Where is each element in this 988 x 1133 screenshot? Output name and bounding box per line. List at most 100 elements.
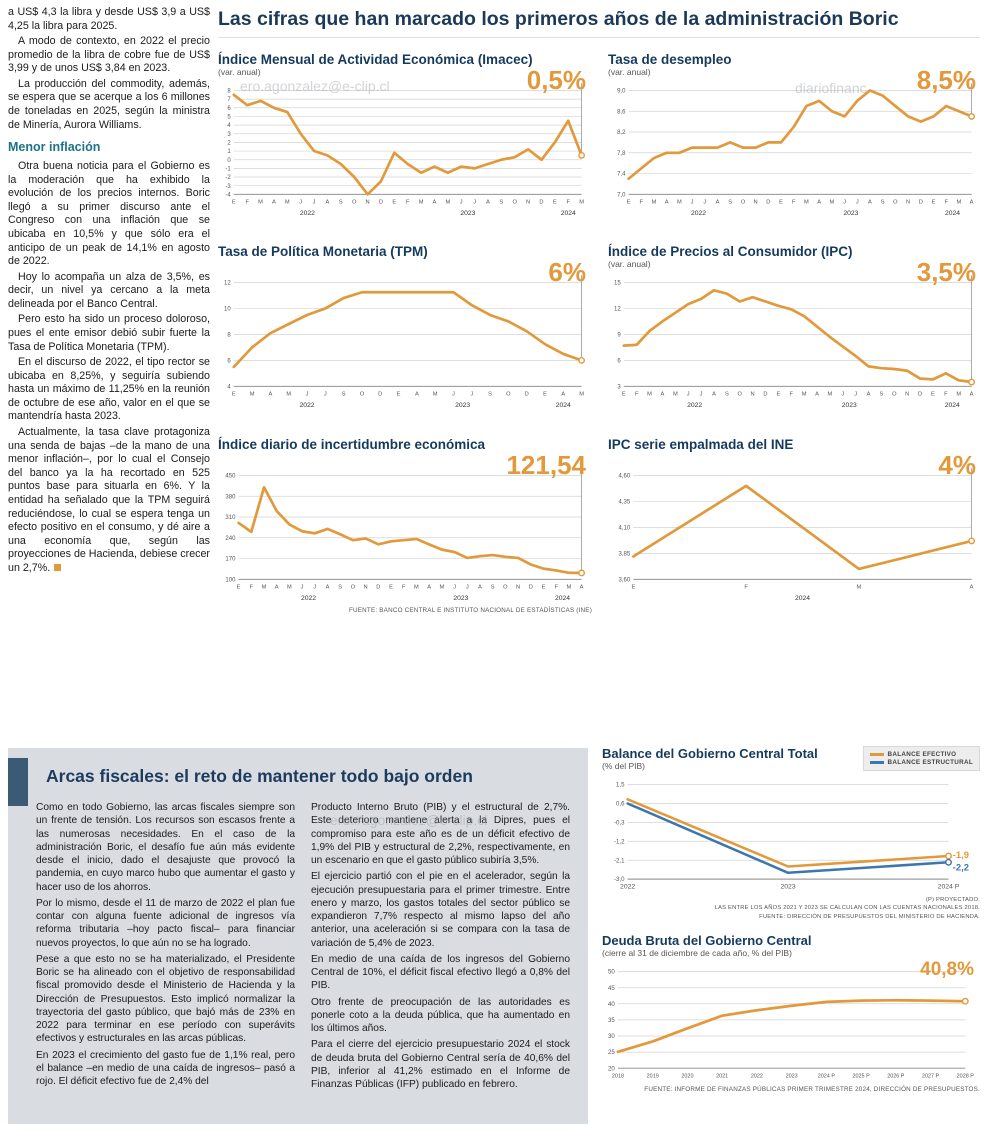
fiscal-paragraph: En medio de una caída de los ingresos de… [311, 953, 570, 992]
svg-text:-0,3: -0,3 [614, 819, 625, 826]
svg-text:-1: -1 [225, 166, 231, 172]
svg-text:J: J [687, 392, 690, 398]
svg-text:S: S [338, 584, 342, 590]
svg-text:E: E [776, 392, 780, 398]
chart-desempleo: Tasa de desempleo (var. anual) 8,5% 9,0 8… [608, 52, 982, 220]
svg-text:7,8: 7,8 [617, 151, 626, 157]
svg-text:M: M [956, 392, 961, 398]
svg-text:M: M [647, 392, 652, 398]
legend-item-estructural: BALANCE ESTRUCTURAL [869, 759, 973, 766]
svg-text:A: A [661, 392, 665, 398]
svg-text:A: A [970, 392, 974, 398]
fiscal-columns: Como en todo Gobierno, las arcas fiscale… [36, 801, 570, 1094]
svg-text:M: M [262, 584, 267, 590]
fiscal-paragraph: Por lo mismo, desde el 11 de marzo de 20… [36, 897, 295, 949]
svg-text:O: O [506, 392, 511, 398]
svg-text:-1,2: -1,2 [614, 838, 625, 845]
svg-text:15: 15 [614, 281, 621, 287]
article-paragraph: Actualmente, la tasa clave protagoniza u… [8, 426, 210, 574]
svg-text:O: O [738, 392, 743, 398]
svg-text:1: 1 [227, 149, 231, 155]
svg-text:D: D [525, 392, 529, 398]
chart-source: FUENTE: BANCO CENTRAL E INSTITUTO NACION… [348, 606, 592, 614]
svg-text:J: J [703, 200, 706, 206]
svg-text:2024: 2024 [555, 595, 570, 602]
svg-text:A: A [970, 200, 974, 206]
svg-text:F: F [944, 200, 948, 206]
chart-big-value: 6% [548, 257, 586, 288]
svg-text:M: M [286, 392, 291, 398]
svg-text:N: N [751, 392, 755, 398]
svg-text:J: J [299, 200, 302, 206]
article-paragraphs-top: a US$ 4,3 la libra y desde US$ 3,9 a US$… [8, 6, 210, 132]
chart-title: Tasa de desempleo [608, 52, 732, 67]
svg-text:M: M [285, 200, 290, 206]
svg-text:A: A [716, 200, 720, 206]
svg-text:O: O [360, 392, 365, 398]
svg-text:J: J [691, 200, 694, 206]
svg-text:J: J [313, 584, 316, 590]
chart-title: Tasa de Política Monetaria (TPM) [218, 244, 428, 260]
svg-text:-2: -2 [225, 175, 231, 181]
chart-big-value: 121,54 [506, 449, 586, 480]
svg-text:F: F [640, 200, 644, 206]
svg-text:J: J [843, 200, 846, 206]
legend-swatch-efectivo [869, 753, 884, 756]
svg-text:40: 40 [608, 1001, 615, 1008]
chart-ipc-ine: IPC serie empalmada del INE 4% 4,60 4,35 4… [608, 437, 982, 614]
svg-text:4,60: 4,60 [619, 473, 631, 479]
svg-text:F: F [792, 200, 796, 206]
chart-footnotes: (P) PROYECTADO. LAS ENTRE LOS AÑOS 2021 Y… [602, 896, 980, 921]
svg-text:2027 P: 2027 P [922, 1074, 940, 1080]
article-paragraph: A modo de contexto, en 2022 el precio pr… [8, 35, 210, 75]
svg-text:A: A [486, 200, 490, 206]
svg-text:N: N [526, 200, 530, 206]
fiscal-headline: Arcas fiscales: el reto de mantener todo… [46, 766, 473, 786]
svg-text:2024 P: 2024 P [938, 884, 960, 891]
svg-text:A: A [478, 584, 482, 590]
fiscal-section: Arcas fiscales: el reto de mantener todo… [8, 748, 588, 1124]
chart-big-value: 8,5% [916, 65, 976, 95]
svg-text:J: J [473, 200, 476, 206]
chart-imacec: Índice Mensual de Actividad Económica (I… [218, 52, 592, 220]
svg-text:E: E [237, 584, 241, 590]
svg-text:2020: 2020 [681, 1074, 693, 1080]
bottom-right-charts: BALANCE EFECTIVO BALANCE ESTRUCTURAL Bal… [602, 746, 980, 1093]
svg-text:-2,1: -2,1 [614, 857, 625, 864]
chart-subtitle: (var. anual) [218, 67, 261, 77]
svg-text:35: 35 [608, 1017, 615, 1024]
svg-text:2024: 2024 [945, 210, 960, 217]
svg-text:E: E [631, 584, 635, 590]
fiscal-column-1: Como en todo Gobierno, las arcas fiscale… [36, 801, 295, 1094]
chart-deuda: Deuda Bruta del Gobierno Central (cierre… [602, 933, 980, 1093]
svg-text:D: D [763, 392, 767, 398]
svg-text:S: S [881, 200, 885, 206]
svg-text:E: E [392, 200, 396, 206]
svg-text:A: A [415, 392, 419, 398]
article-paragraph: La producción del commodity, además, se … [8, 77, 210, 131]
svg-text:8,6: 8,6 [617, 109, 626, 115]
svg-text:8: 8 [227, 333, 231, 339]
svg-text:S: S [488, 392, 492, 398]
svg-text:2: 2 [227, 140, 231, 146]
svg-text:D: D [376, 584, 380, 590]
svg-text:E: E [779, 200, 783, 206]
svg-text:M: M [258, 200, 263, 206]
chart-title: IPC serie empalmada del INE [608, 436, 794, 452]
svg-text:M: M [579, 392, 584, 398]
svg-text:E: E [232, 200, 236, 206]
svg-text:E: E [542, 584, 546, 590]
svg-text:J: J [841, 392, 844, 398]
chart-plot-area: 8 7 6 5 4 3 2 1 0 -1 -2 -3 -4 E F M A M J J A S O N D E F M A M J J A S O N… [218, 78, 592, 220]
svg-text:-1,9: -1,9 [953, 850, 969, 861]
chart-footnote: LAS ENTRE LOS AÑOS 2021 Y 2023 SE CALCUL… [714, 905, 980, 912]
chart-big-value: 4% [938, 449, 976, 480]
svg-text:2024: 2024 [795, 595, 810, 602]
svg-text:M: M [579, 200, 584, 206]
svg-text:9: 9 [617, 333, 621, 339]
svg-text:1,5: 1,5 [616, 782, 625, 789]
svg-text:3,60: 3,60 [619, 577, 631, 583]
svg-text:E: E [389, 584, 393, 590]
